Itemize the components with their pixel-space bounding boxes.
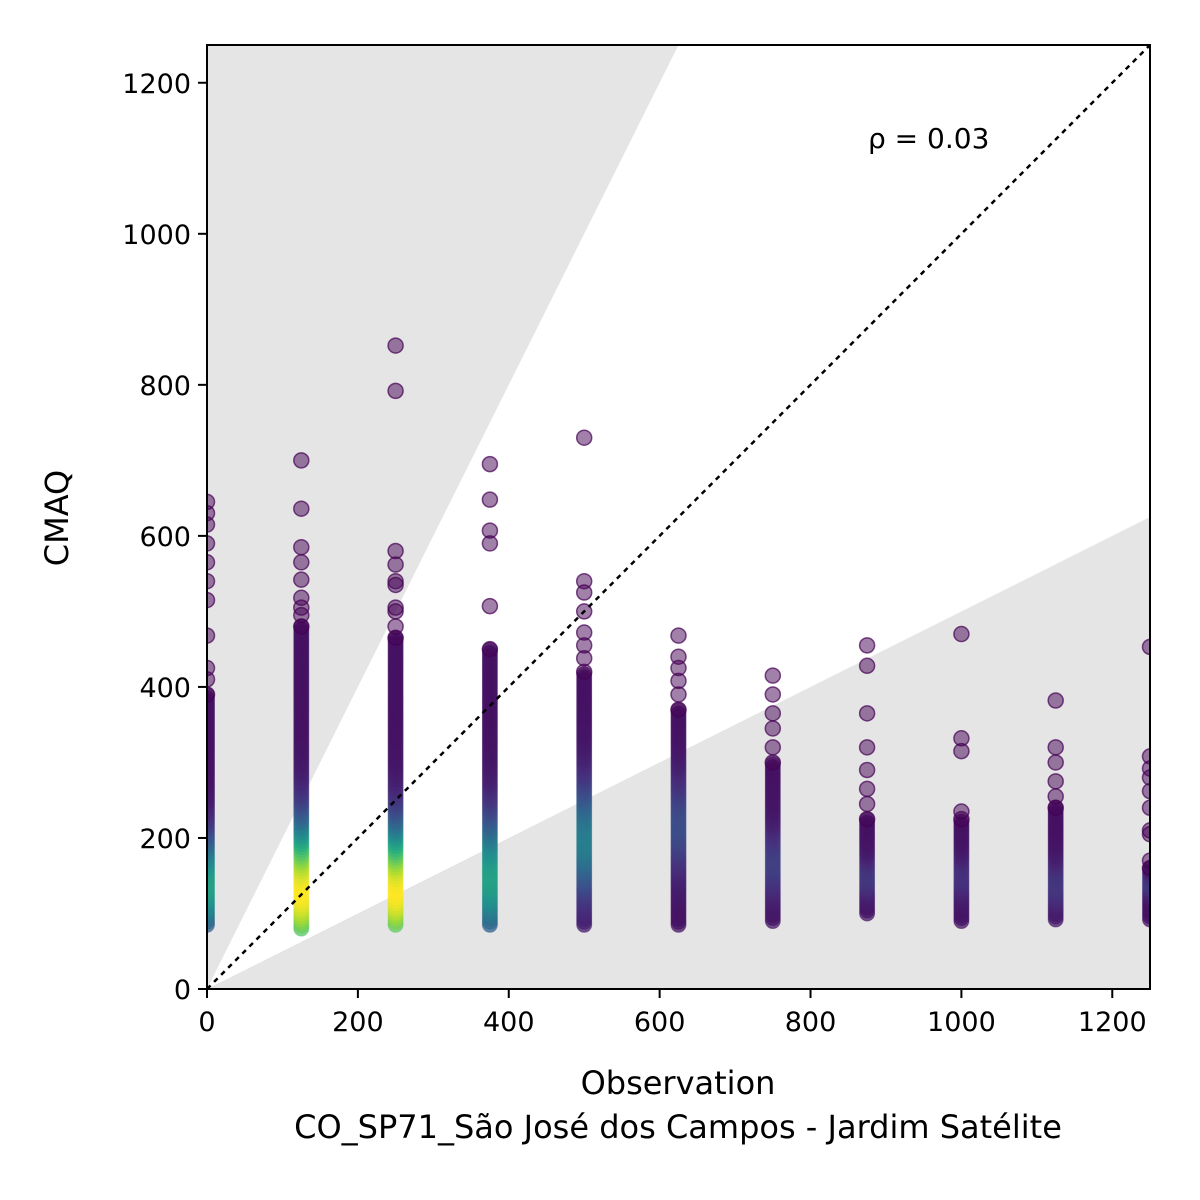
- data-point: [1047, 739, 1064, 756]
- data-point: [293, 452, 310, 469]
- chart-subtitle: CO_SP71_São José dos Campos - Jardim Sat…: [294, 1108, 1062, 1146]
- data-point: [1141, 799, 1150, 816]
- y-axis-label: CMAQ: [38, 470, 76, 566]
- data-point: [764, 686, 782, 703]
- data-point: [858, 705, 876, 722]
- data-point: [1141, 638, 1150, 656]
- data-point: [764, 720, 782, 737]
- data-point: [858, 761, 876, 779]
- data-point: [207, 535, 216, 552]
- data-point: [764, 739, 782, 756]
- data-point: [293, 571, 310, 588]
- data-point: [293, 618, 310, 635]
- data-point: [858, 739, 876, 756]
- data-point: [858, 795, 876, 813]
- y-tick-label: 400: [139, 673, 191, 704]
- data-point: [387, 629, 404, 647]
- data-point: [293, 500, 310, 517]
- plot-area: [207, 45, 1150, 989]
- data-point: [207, 686, 216, 703]
- data-point: [953, 625, 970, 643]
- data-point: [670, 686, 687, 703]
- y-tick-label: 0: [174, 975, 191, 1006]
- data-point: [1047, 692, 1064, 709]
- x-tick-label: 1000: [927, 1007, 996, 1038]
- data-point: [858, 637, 876, 654]
- data-point: [207, 516, 216, 533]
- y-tick-label: 1200: [122, 69, 191, 100]
- data-point: [575, 649, 593, 667]
- data-point: [1047, 773, 1064, 790]
- data-point: [387, 556, 404, 573]
- data-point: [207, 572, 216, 590]
- data-point: [387, 382, 404, 400]
- shaded-region-over: [207, 45, 679, 989]
- data-point: [207, 591, 216, 609]
- y-tick-label: 200: [139, 824, 191, 855]
- data-point: [858, 780, 876, 798]
- data-point: [858, 657, 876, 675]
- data-point: [1141, 782, 1150, 800]
- data-point: [481, 535, 499, 552]
- y-tick-label: 1000: [122, 220, 191, 251]
- data-point: [207, 627, 216, 644]
- data-point: [1141, 748, 1150, 765]
- data-point: [481, 597, 499, 615]
- data-point: [481, 640, 499, 658]
- correlation-annotation: ρ = 0.03: [868, 122, 989, 155]
- x-tick-label: 1200: [1078, 1007, 1147, 1038]
- x-tick-label: 0: [198, 1007, 215, 1038]
- data-point: [387, 337, 404, 354]
- data-point: [207, 671, 216, 688]
- data-point: [1047, 754, 1064, 771]
- data-point: [764, 754, 782, 771]
- data-point: [387, 542, 404, 560]
- data-point: [764, 667, 782, 684]
- data-point: [1141, 825, 1150, 843]
- data-point: [575, 429, 593, 446]
- data-point: [481, 455, 499, 473]
- data-point: [953, 810, 970, 828]
- data-point: [293, 554, 310, 571]
- data-point: [1047, 799, 1064, 817]
- x-tick-label: 400: [483, 1007, 535, 1038]
- x-tick-label: 800: [785, 1007, 837, 1038]
- data-point: [670, 672, 687, 690]
- data-point: [858, 810, 876, 828]
- data-point: [387, 576, 404, 594]
- y-tick-label: 800: [139, 371, 191, 402]
- x-tick-label: 200: [332, 1007, 384, 1038]
- data-point: [670, 627, 687, 644]
- data-point: [670, 701, 687, 718]
- plot-frame: [206, 44, 1151, 990]
- x-axis-label: Observation: [581, 1064, 776, 1102]
- data-point: [481, 491, 499, 508]
- one-to-one-line: [207, 45, 1150, 989]
- data-point: [575, 663, 593, 681]
- data-point: [764, 705, 782, 722]
- y-tick-label: 600: [139, 522, 191, 553]
- data-point: [1141, 769, 1150, 786]
- data-point: [293, 538, 310, 556]
- data-point: [207, 554, 216, 571]
- data-point: [575, 584, 593, 601]
- data-point: [953, 742, 970, 760]
- x-tick-label: 600: [634, 1007, 686, 1038]
- data-point: [1141, 859, 1150, 877]
- data-point: [387, 603, 404, 620]
